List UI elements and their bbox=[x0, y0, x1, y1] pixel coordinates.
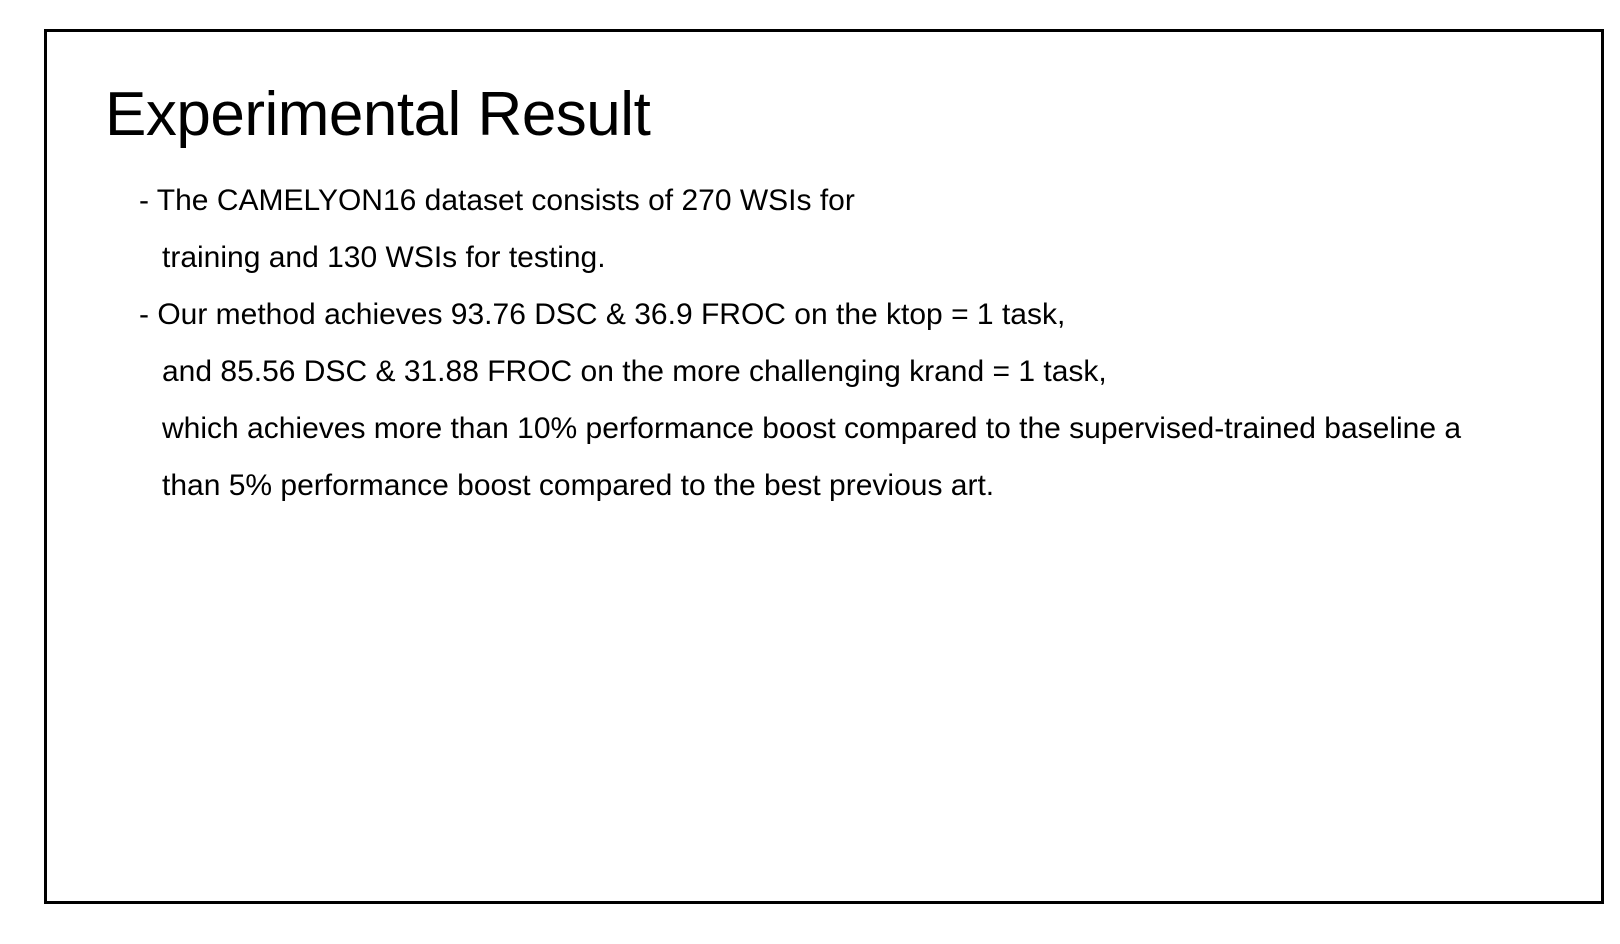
bullet-line: - Our method achieves 93.76 DSC & 36.9 F… bbox=[139, 298, 1066, 331]
slide-title: Experimental Result bbox=[105, 80, 651, 149]
bullet-continuation-line: training and 130 WSIs for testing. bbox=[162, 241, 606, 274]
bullet-line: - The CAMELYON16 dataset consists of 270… bbox=[139, 184, 855, 217]
bullet-continuation-line: and 85.56 DSC & 31.88 FROC on the more c… bbox=[162, 355, 1107, 388]
slide-frame: Experimental Result - The CAMELYON16 dat… bbox=[44, 29, 1604, 904]
slide-body: - The CAMELYON16 dataset consists of 270… bbox=[139, 172, 1461, 514]
bullet-continuation-line: which achieves more than 10% performance… bbox=[162, 412, 1462, 445]
bullet-continuation-line: than 5% performance boost compared to th… bbox=[162, 469, 995, 502]
